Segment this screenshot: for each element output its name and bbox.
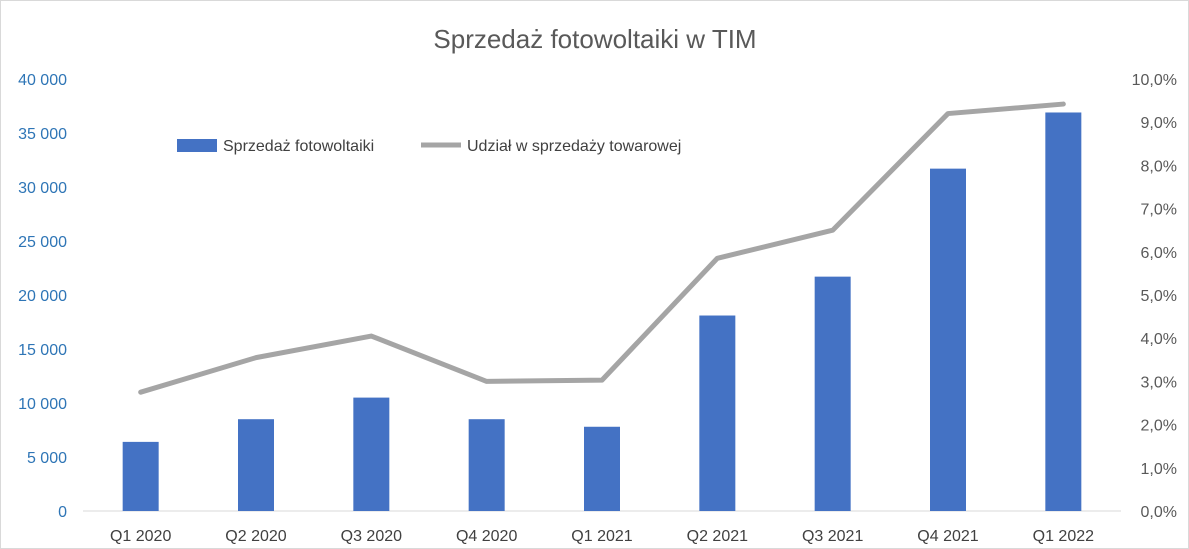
right-tick-label: 8,0%: [1141, 158, 1177, 175]
right-tick-label: 0,0%: [1141, 504, 1177, 521]
bar: [699, 315, 736, 511]
right-tick-label: 6,0%: [1141, 245, 1177, 262]
left-tick-label: 35 000: [18, 126, 67, 143]
right-axis-ticks: 0,0% 1,0% 2,0% 3,0% 4,0% 5,0% 6,0% 7,0% 8,0% 9,0%…: [1132, 72, 1177, 521]
x-tick-label: Q4 2020: [456, 528, 517, 545]
x-tick-label: Q1 2020: [110, 528, 171, 545]
x-tick-label: Q1 2022: [1033, 528, 1094, 545]
x-tick-label: Q2 2021: [687, 528, 748, 545]
left-tick-label: 0: [58, 504, 67, 521]
legend-swatch-sales: [177, 139, 217, 152]
x-tick-label: Q2 2020: [225, 528, 286, 545]
bar-series: [122, 112, 1082, 511]
right-tick-label: 7,0%: [1141, 202, 1177, 219]
right-tick-label: 2,0%: [1141, 418, 1177, 435]
x-tick-label: Q4 2021: [917, 528, 978, 545]
bar: [238, 419, 274, 511]
left-tick-label: 20 000: [18, 288, 67, 305]
left-axis-ticks: 0 5 000 10 000 15 000 20 000 25 000 30 000 35 0…: [18, 72, 67, 521]
right-tick-label: 1,0%: [1141, 461, 1177, 478]
right-tick-label: 9,0%: [1141, 115, 1177, 132]
bar: [1045, 112, 1082, 511]
left-tick-label: 30 000: [18, 180, 67, 197]
legend: Sprzedaż fotowoltaiki Udział w sprzedaży…: [177, 138, 681, 155]
left-tick-label: 25 000: [18, 234, 67, 251]
legend-label-share: Udział w sprzedaży towarowej: [467, 138, 681, 155]
bar: [584, 426, 620, 511]
x-tick-label: Q1 2021: [571, 528, 632, 545]
line-series: [138, 101, 1066, 395]
right-tick-label: 10,0%: [1132, 72, 1177, 89]
x-axis-ticks: Q1 2020 Q2 2020 Q3 2020 Q4 2020 Q1 2021 Q2 20…: [110, 528, 1094, 545]
left-tick-label: 15 000: [18, 342, 67, 359]
right-tick-label: 5,0%: [1141, 288, 1177, 305]
bar: [814, 276, 851, 511]
right-tick-label: 4,0%: [1141, 331, 1177, 348]
left-tick-label: 40 000: [18, 72, 67, 89]
chart-title: Sprzedaż fotowoltaiki w TIM: [433, 24, 756, 54]
left-tick-label: 5 000: [27, 450, 67, 467]
bar: [353, 397, 390, 511]
x-tick-label: Q3 2021: [802, 528, 863, 545]
bar: [930, 168, 966, 511]
legend-label-sales: Sprzedaż fotowoltaiki: [223, 138, 374, 155]
left-tick-label: 10 000: [18, 396, 67, 413]
bar: [122, 441, 159, 511]
right-tick-label: 3,0%: [1141, 374, 1177, 391]
bar: [468, 419, 505, 511]
x-tick-label: Q3 2020: [341, 528, 402, 545]
